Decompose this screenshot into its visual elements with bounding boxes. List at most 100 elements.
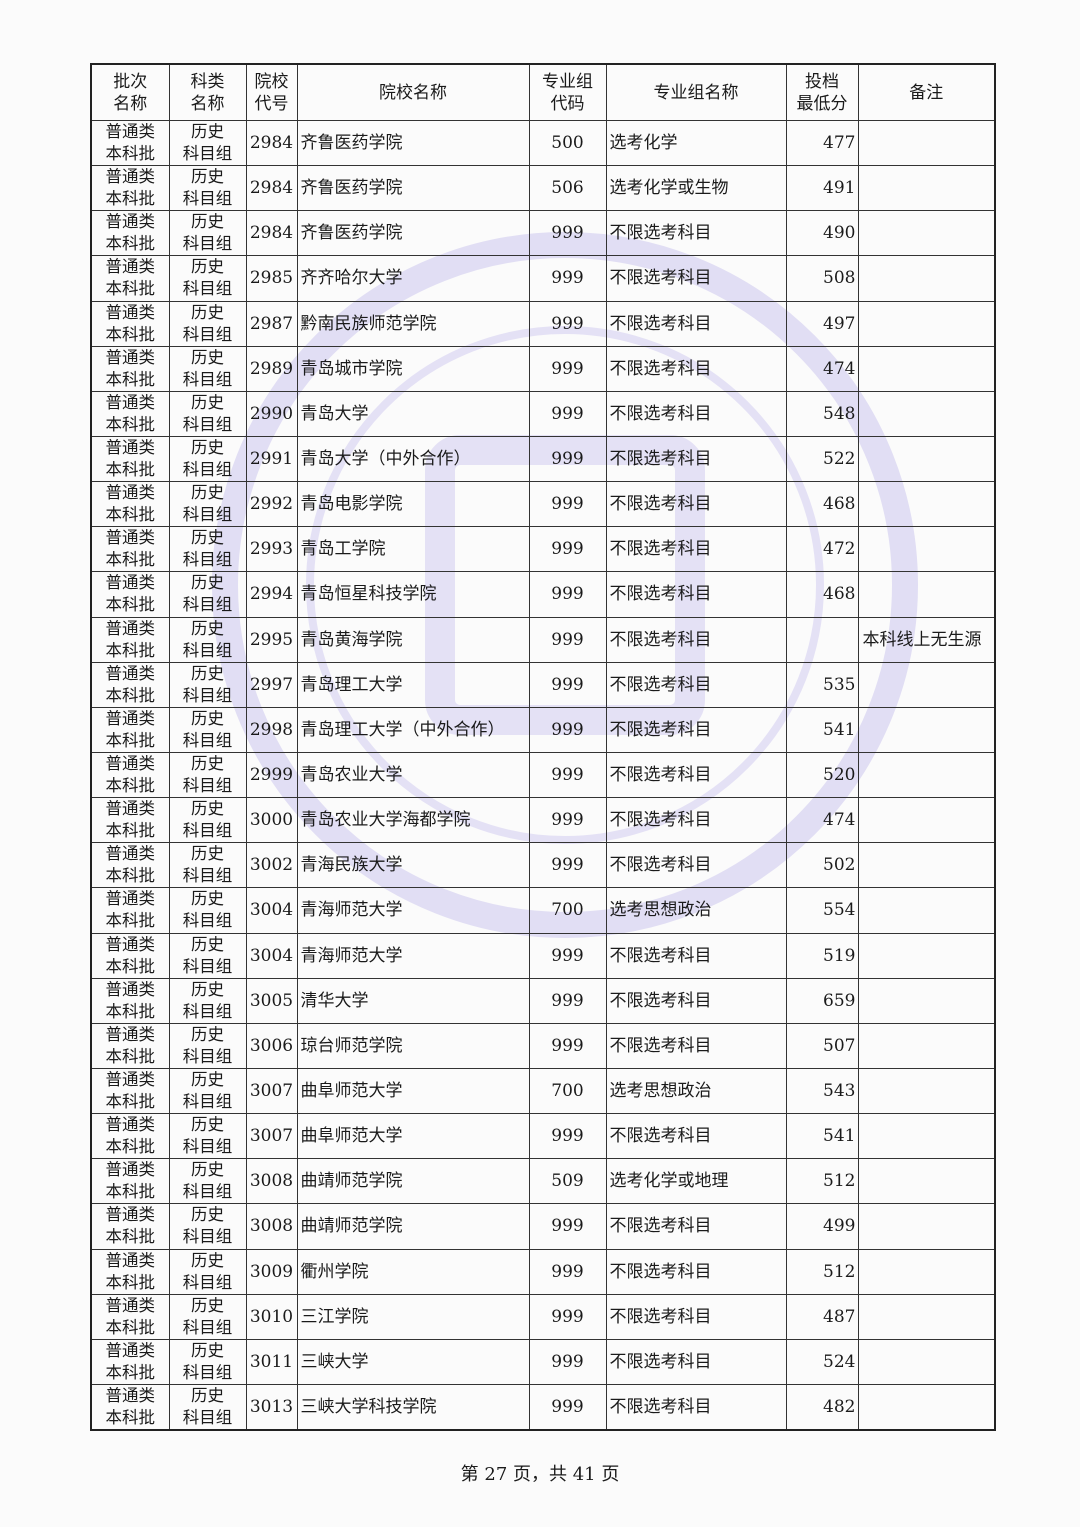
cell-min-score: 490 — [785, 210, 859, 257]
cell-group-code: 999 — [528, 390, 607, 437]
table-row: 普通类 本科批 历史 科目组 2999 青岛农业大学 999 不限选考科目 520 — [90, 751, 996, 799]
cell-batch: 普通类 本科批 — [90, 706, 170, 753]
cell-group-name: 不限选考科目 — [605, 481, 787, 528]
cell-school-name: 青岛黄海学院 — [296, 616, 530, 663]
cell-batch: 普通类 本科批 — [90, 255, 170, 302]
cell-group-name: 不限选考科目 — [605, 616, 787, 663]
cell-school-name: 青岛大学（中外合作） — [296, 435, 530, 483]
cell-group-code: 506 — [528, 165, 607, 212]
cell-school-code: 2992 — [245, 481, 298, 528]
cell-group-name: 不限选考科目 — [605, 255, 787, 302]
cell-group-code: 999 — [528, 210, 607, 257]
cell-school-name: 曲阜师范大学 — [296, 1113, 530, 1160]
cell-note — [857, 255, 996, 302]
cell-group-code: 999 — [528, 571, 607, 618]
cell-note — [857, 1293, 996, 1340]
cell-min-score: 508 — [785, 255, 859, 302]
cell-school-code: 2995 — [245, 616, 298, 663]
cell-group-code: 999 — [528, 526, 607, 573]
cell-batch: 普通类 本科批 — [90, 1158, 170, 1205]
cell-school-code: 2999 — [245, 751, 298, 799]
cell-group-name: 不限选考科目 — [605, 932, 787, 979]
cell-batch: 普通类 本科批 — [90, 616, 170, 663]
cell-subject-type: 历史 科目组 — [168, 300, 247, 347]
cell-group-name: 不限选考科目 — [605, 706, 787, 753]
table-row: 普通类 本科批 历史 科目组 2984 齐鲁医药学院 500 选考化学 477 — [90, 119, 996, 167]
cell-group-name: 选考化学或地理 — [605, 1158, 787, 1205]
cell-school-name: 曲靖师范学院 — [296, 1158, 530, 1205]
cell-subject-type: 历史 科目组 — [168, 345, 247, 392]
cell-group-name: 不限选考科目 — [605, 390, 787, 437]
cell-note — [857, 977, 996, 1024]
cell-group-code: 999 — [528, 1293, 607, 1340]
table-row: 普通类 本科批 历史 科目组 2984 齐鲁医药学院 999 不限选考科目 490 — [90, 210, 996, 257]
table-row: 普通类 本科批 历史 科目组 2984 齐鲁医药学院 506 选考化学或生物 491 — [90, 165, 996, 212]
cell-note — [857, 661, 996, 708]
cell-school-code: 2984 — [245, 210, 298, 257]
cell-min-score: 477 — [785, 119, 859, 167]
table-row: 普通类 本科批 历史 科目组 3007 曲阜师范大学 999 不限选考科目 541 — [90, 1113, 996, 1160]
table-row: 普通类 本科批 历史 科目组 3007 曲阜师范大学 700 选考思想政治 543 — [90, 1067, 996, 1115]
cell-group-name: 不限选考科目 — [605, 210, 787, 257]
cell-school-name: 清华大学 — [296, 977, 530, 1024]
table-row: 普通类 本科批 历史 科目组 3000 青岛农业大学海都学院 999 不限选考科目 474 — [90, 797, 996, 844]
cell-school-code: 2989 — [245, 345, 298, 392]
cell-min-score: 524 — [785, 1338, 859, 1385]
cell-min-score: 519 — [785, 932, 859, 979]
cell-subject-type: 历史 科目组 — [168, 1248, 247, 1295]
table-row: 普通类 本科批 历史 科目组 3008 曲靖师范学院 509 选考化学或地理 512 — [90, 1158, 996, 1205]
cell-note — [857, 390, 996, 437]
cell-batch: 普通类 本科批 — [90, 842, 170, 889]
cell-group-code: 999 — [528, 1248, 607, 1295]
cell-min-score: 499 — [785, 1203, 859, 1250]
cell-school-code: 3007 — [245, 1113, 298, 1160]
cell-subject-type: 历史 科目组 — [168, 1022, 247, 1069]
cell-batch: 普通类 本科批 — [90, 932, 170, 979]
cell-batch: 普通类 本科批 — [90, 435, 170, 483]
header-school-code: 院校 代号 — [245, 63, 298, 121]
cell-school-code: 2985 — [245, 255, 298, 302]
cell-subject-type: 历史 科目组 — [168, 1113, 247, 1160]
cell-school-name: 三峡大学 — [296, 1338, 530, 1385]
cell-batch: 普通类 本科批 — [90, 300, 170, 347]
cell-subject-type: 历史 科目组 — [168, 390, 247, 437]
cell-school-name: 衢州学院 — [296, 1248, 530, 1295]
cell-school-code: 3010 — [245, 1293, 298, 1340]
cell-group-code: 500 — [528, 119, 607, 167]
cell-min-score — [785, 616, 859, 663]
cell-note — [857, 1113, 996, 1160]
cell-group-name: 选考思想政治 — [605, 887, 787, 934]
cell-subject-type: 历史 科目组 — [168, 1383, 247, 1431]
cell-group-name: 不限选考科目 — [605, 751, 787, 799]
header-min-score: 投档 最低分 — [785, 63, 859, 121]
cell-min-score: 541 — [785, 706, 859, 753]
cell-school-name: 齐齐哈尔大学 — [296, 255, 530, 302]
cell-school-name: 曲靖师范学院 — [296, 1203, 530, 1250]
header-group-name: 专业组名称 — [605, 63, 787, 121]
cell-subject-type: 历史 科目组 — [168, 1067, 247, 1115]
cell-note — [857, 481, 996, 528]
table-row: 普通类 本科批 历史 科目组 3011 三峡大学 999 不限选考科目 524 — [90, 1338, 996, 1385]
admission-score-table: 批次 名称 科类 名称 院校 代号 院校名称 专业组 代码 专业组名称 投档 最… — [90, 63, 996, 1431]
cell-school-name: 青岛理工大学（中外合作） — [296, 706, 530, 753]
table-row: 普通类 本科批 历史 科目组 2993 青岛工学院 999 不限选考科目 472 — [90, 526, 996, 573]
cell-school-code: 3008 — [245, 1203, 298, 1250]
cell-min-score: 507 — [785, 1022, 859, 1069]
cell-group-code: 999 — [528, 706, 607, 753]
cell-group-code: 999 — [528, 616, 607, 663]
cell-subject-type: 历史 科目组 — [168, 797, 247, 844]
cell-school-name: 齐鲁医药学院 — [296, 119, 530, 167]
cell-school-name: 青海师范大学 — [296, 887, 530, 934]
table-row: 普通类 本科批 历史 科目组 3008 曲靖师范学院 999 不限选考科目 499 — [90, 1203, 996, 1250]
table-row: 普通类 本科批 历史 科目组 2992 青岛电影学院 999 不限选考科目 468 — [90, 481, 996, 528]
cell-school-name: 齐鲁医药学院 — [296, 210, 530, 257]
cell-note: 本科线上无生源 — [857, 616, 996, 663]
cell-school-name: 青岛工学院 — [296, 526, 530, 573]
cell-group-name: 不限选考科目 — [605, 1022, 787, 1069]
cell-min-score: 512 — [785, 1158, 859, 1205]
cell-subject-type: 历史 科目组 — [168, 1158, 247, 1205]
cell-school-code: 2994 — [245, 571, 298, 618]
cell-note — [857, 932, 996, 979]
cell-batch: 普通类 本科批 — [90, 797, 170, 844]
cell-school-name: 青岛农业大学 — [296, 751, 530, 799]
